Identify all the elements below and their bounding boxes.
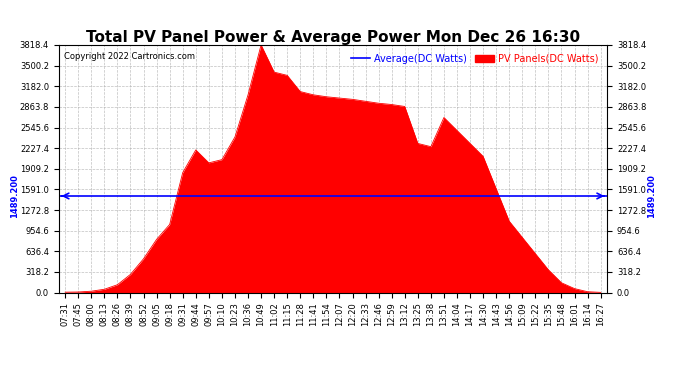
Legend: Average(DC Watts), PV Panels(DC Watts): Average(DC Watts), PV Panels(DC Watts) xyxy=(347,50,602,68)
Text: 1489.200: 1489.200 xyxy=(647,174,656,218)
Text: Copyright 2022 Cartronics.com: Copyright 2022 Cartronics.com xyxy=(64,53,195,62)
Title: Total PV Panel Power & Average Power Mon Dec 26 16:30: Total PV Panel Power & Average Power Mon… xyxy=(86,30,580,45)
Text: 1489.200: 1489.200 xyxy=(10,174,19,218)
